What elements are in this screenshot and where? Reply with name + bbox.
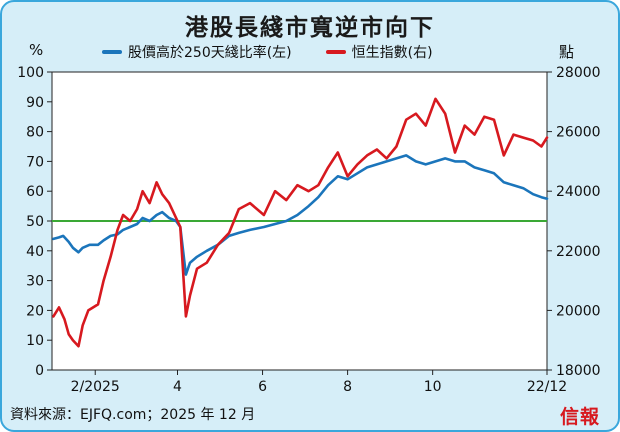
series-line-hsi xyxy=(52,97,549,348)
x-tick-label: 6 xyxy=(258,379,267,395)
right-tick-label: 26000 xyxy=(556,125,601,141)
left-tick-label: 60 xyxy=(26,184,44,200)
legend-label-hsi: 恒生指數(右) xyxy=(351,45,433,61)
right-tick-label: 18000 xyxy=(556,363,601,379)
left-tick-label: 100 xyxy=(17,65,44,81)
left-tick-label: 40 xyxy=(26,244,44,260)
right-axis-unit: 點 xyxy=(559,43,575,61)
legend: 股價高於250天綫比率(左) 恒生指數(右) xyxy=(102,42,433,62)
right-tick-label: 20000 xyxy=(556,303,601,319)
legend-label-breadth: 股價高於250天綫比率(左) xyxy=(128,45,292,61)
x-tick-label: 8 xyxy=(343,379,352,395)
left-tick-label: 30 xyxy=(26,274,44,290)
series-line-breadth xyxy=(52,154,549,276)
right-tick-label: 28000 xyxy=(556,65,601,81)
right-tick-label: 22000 xyxy=(556,244,601,260)
source-note: 資料來源：EJFQ.com；2025 年 12 月 xyxy=(10,407,256,423)
left-axis-unit: % xyxy=(29,41,44,59)
left-tick-label: 80 xyxy=(26,125,44,141)
publisher-logo: 信報 xyxy=(560,406,601,428)
left-tick-label: 70 xyxy=(26,154,44,170)
x-tick-label: 2/2025 xyxy=(71,379,120,395)
legend-swatch-red xyxy=(325,50,346,54)
right-tick-label: 24000 xyxy=(556,184,601,200)
x-tick-label: 10 xyxy=(424,379,442,395)
chart-title: 港股長綫市寬逆市向下 xyxy=(185,15,435,41)
legend-swatch-blue xyxy=(102,50,122,54)
x-tick-label: 22/12 xyxy=(527,379,567,395)
left-tick-label: 0 xyxy=(35,363,44,379)
left-tick-label: 90 xyxy=(26,95,44,111)
left-tick-label: 50 xyxy=(26,214,44,230)
left-tick-label: 10 xyxy=(26,333,44,349)
x-tick-label: 4 xyxy=(173,379,182,395)
left-tick-label: 20 xyxy=(26,303,44,319)
